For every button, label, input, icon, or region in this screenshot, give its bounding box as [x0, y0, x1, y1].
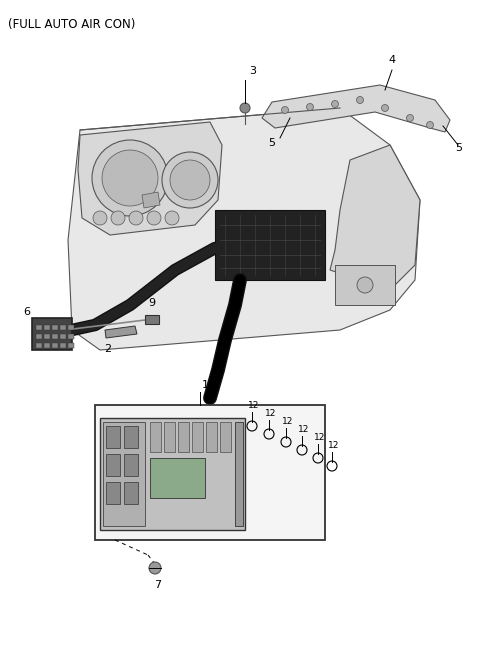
- Text: (FULL AUTO AIR CON): (FULL AUTO AIR CON): [8, 18, 135, 31]
- Bar: [150, 458, 205, 498]
- Text: 12: 12: [298, 425, 310, 434]
- Text: 5: 5: [268, 138, 276, 148]
- Bar: [178, 422, 189, 452]
- Text: 1: 1: [202, 380, 209, 390]
- Text: 12: 12: [328, 441, 339, 450]
- Circle shape: [102, 150, 158, 206]
- Circle shape: [149, 562, 161, 574]
- Circle shape: [382, 104, 388, 112]
- Bar: [68, 334, 74, 339]
- Circle shape: [111, 211, 125, 225]
- Bar: [52, 334, 58, 339]
- Bar: [150, 422, 161, 452]
- Bar: [60, 343, 66, 348]
- Circle shape: [165, 211, 179, 225]
- Circle shape: [357, 277, 373, 293]
- Bar: [36, 334, 42, 339]
- Bar: [220, 422, 231, 452]
- Text: 2: 2: [105, 344, 111, 354]
- Circle shape: [129, 211, 143, 225]
- Bar: [36, 343, 42, 348]
- Text: 12: 12: [282, 417, 293, 426]
- Bar: [124, 454, 138, 476]
- Text: 6: 6: [23, 307, 30, 317]
- Text: 12: 12: [265, 409, 276, 418]
- Bar: [215, 210, 325, 280]
- Bar: [145, 315, 159, 324]
- Text: 12: 12: [314, 433, 325, 442]
- Bar: [164, 422, 175, 452]
- Text: 12: 12: [248, 401, 259, 410]
- Bar: [44, 325, 50, 330]
- Bar: [192, 422, 203, 452]
- Bar: [60, 334, 66, 339]
- Circle shape: [281, 106, 288, 113]
- Circle shape: [427, 121, 433, 129]
- Bar: [44, 334, 50, 339]
- Bar: [106, 482, 120, 504]
- Circle shape: [240, 103, 250, 113]
- Text: 7: 7: [155, 580, 162, 590]
- Bar: [36, 325, 42, 330]
- Text: 3: 3: [249, 66, 256, 76]
- Circle shape: [357, 96, 363, 104]
- Bar: [106, 454, 120, 476]
- Circle shape: [407, 115, 413, 121]
- Polygon shape: [262, 85, 450, 132]
- Text: 4: 4: [388, 55, 395, 65]
- Bar: [68, 325, 74, 330]
- Bar: [68, 343, 74, 348]
- Bar: [100, 418, 245, 530]
- Bar: [106, 426, 120, 448]
- Bar: [335, 265, 395, 305]
- Bar: [235, 422, 243, 526]
- Text: 9: 9: [148, 298, 155, 308]
- Polygon shape: [330, 145, 420, 290]
- Bar: [206, 422, 217, 452]
- Text: 5: 5: [455, 143, 462, 153]
- Bar: [52, 343, 58, 348]
- Circle shape: [92, 140, 168, 216]
- Polygon shape: [142, 192, 160, 208]
- Circle shape: [170, 160, 210, 200]
- Circle shape: [162, 152, 218, 208]
- Polygon shape: [105, 326, 137, 338]
- Bar: [60, 325, 66, 330]
- Circle shape: [147, 211, 161, 225]
- Bar: [44, 343, 50, 348]
- Bar: [95, 405, 325, 540]
- Bar: [52, 325, 58, 330]
- Circle shape: [93, 211, 107, 225]
- Bar: [124, 482, 138, 504]
- Polygon shape: [68, 108, 420, 350]
- Circle shape: [332, 100, 338, 108]
- Bar: [32, 318, 72, 350]
- Polygon shape: [78, 122, 222, 235]
- Circle shape: [307, 104, 313, 110]
- Bar: [124, 426, 138, 448]
- Bar: [103, 422, 145, 526]
